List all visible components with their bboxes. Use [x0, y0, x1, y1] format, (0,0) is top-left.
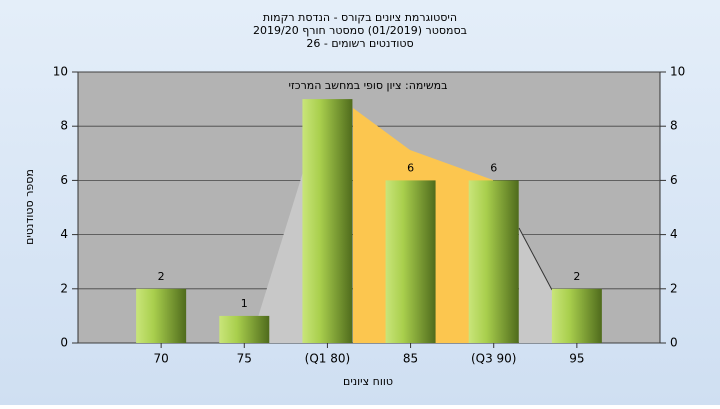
- y-tick-label: 6: [60, 173, 68, 187]
- y-tick-label: 2: [60, 281, 68, 295]
- x-tick-label: 70: [154, 352, 169, 366]
- gray-area: [250, 172, 303, 343]
- bar: [468, 180, 519, 343]
- x-tick-label: 75: [237, 352, 252, 366]
- value-label: 6: [407, 161, 414, 174]
- value-label: 2: [573, 270, 580, 283]
- y-tick-label: 8: [60, 119, 68, 133]
- value-label: 6: [490, 161, 497, 174]
- y2-tick-label: 2: [670, 281, 678, 295]
- bar: [385, 180, 436, 343]
- bar: [551, 288, 602, 343]
- y-tick-label: 0: [60, 336, 68, 350]
- bar: [302, 99, 353, 343]
- x-axis-label: טווח ציונים: [343, 375, 393, 388]
- y-tick-label: 10: [53, 65, 68, 79]
- x-tick-label: (Q3 90): [471, 352, 517, 366]
- bar: [136, 288, 187, 343]
- x-tick-label: 95: [569, 352, 584, 366]
- whisker-line: [518, 227, 553, 291]
- chart-subtitle: בסמסטר (01/2019) סמסטר חורף 2019/20: [253, 24, 467, 37]
- gray-area: [519, 228, 552, 343]
- value-label: 2: [158, 270, 165, 283]
- chart-subtitle: סטודנטים רשומים - 26: [306, 37, 413, 50]
- x-tick-label: (Q1 80): [305, 352, 351, 366]
- y2-tick-label: 0: [670, 336, 678, 350]
- y2-tick-label: 6: [670, 173, 678, 187]
- y-tick-label: 4: [60, 227, 68, 241]
- x-tick-label: 85: [403, 352, 418, 366]
- bar: [219, 315, 270, 343]
- y-axis-label: מספר סטודנטים: [23, 169, 36, 245]
- annotation: במשימה: ציון סופי במחשב המרכזי: [288, 79, 447, 92]
- y2-tick-label: 4: [670, 227, 678, 241]
- y2-tick-label: 10: [670, 65, 685, 79]
- chart-title: היסטוגרמת ציונים בקורס - הנדסת רקמות: [263, 11, 457, 24]
- value-label: 1: [241, 297, 248, 310]
- y2-tick-label: 8: [670, 119, 678, 133]
